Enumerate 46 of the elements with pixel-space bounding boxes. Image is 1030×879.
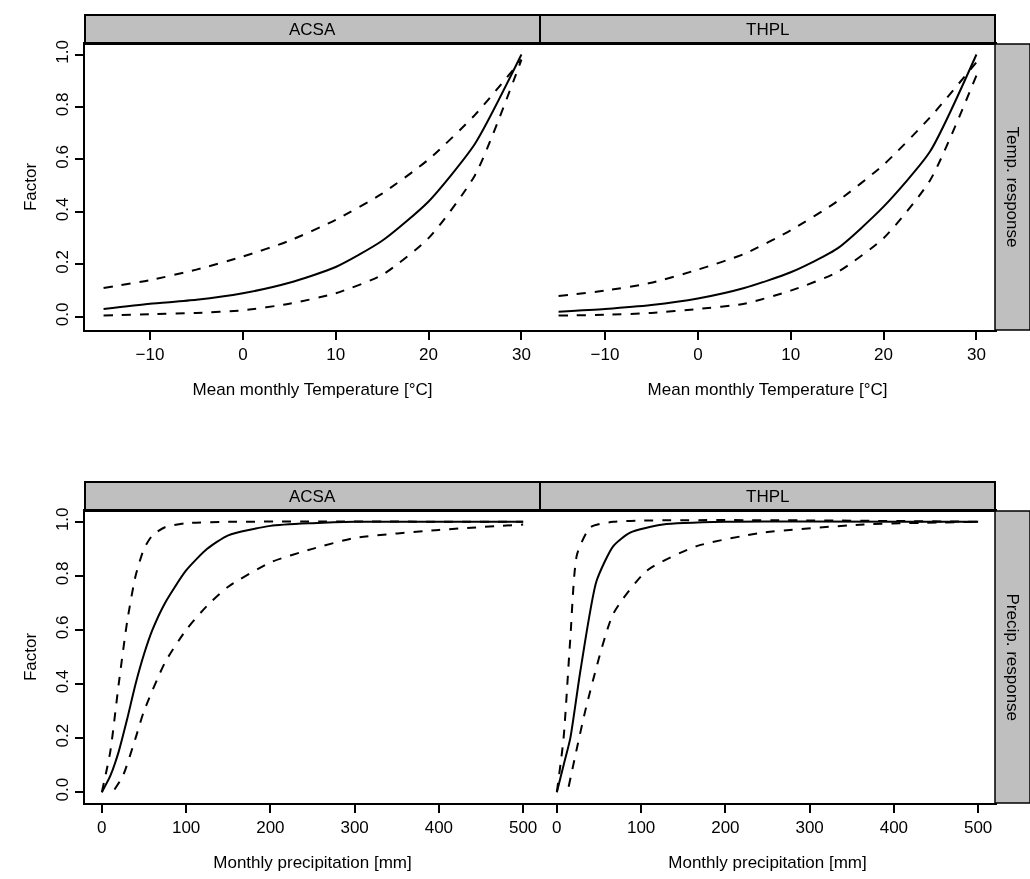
x-tick-label: 20 [419,345,439,365]
x-axis-title: Monthly precipitation [mm] [668,853,867,873]
x-tick-label: 10 [781,345,801,365]
chart-title: ACSA [289,487,336,506]
chart-title: ACSA [289,20,336,39]
chart-title: THPL [746,487,790,506]
x-tick-label: −10 [590,345,620,365]
x-tick-label: 100 [171,818,201,838]
x-tick-label: 0 [238,345,248,365]
y-tick-label: 0.0 [53,302,73,327]
y-axis-title: Factor [21,632,41,682]
text: Precip. response [1002,593,1022,722]
y-axis-title: Factor [21,162,41,212]
y-tick-label: 0.6 [53,145,73,169]
y-tick-label: 0.8 [53,92,73,117]
x-tick-label: 300 [795,818,824,838]
x-tick-label: 30 [966,345,986,365]
x-tick-label: 300 [340,818,369,838]
x-axis-title: Mean monthly Temperature [°C] [647,380,888,400]
x-tick-label: 100 [626,818,656,838]
x-tick-label: 500 [963,818,993,838]
x-tick-label: 500 [508,818,538,838]
x-tick-label: 200 [256,818,285,838]
x-tick-label: 0 [693,345,703,365]
y-tick-label: 0.2 [53,723,73,748]
y-tick-label: 1.0 [53,507,73,532]
x-tick-label: 200 [711,818,740,838]
x-axis-title: Monthly precipitation [mm] [213,853,412,873]
x-axis-title: Mean monthly Temperature [°C] [192,380,433,400]
chart-title: THPL [746,20,790,39]
x-tick-label: 400 [424,818,454,838]
y-tick-label: 0.8 [53,561,73,586]
y-tick-label: 0.4 [53,197,73,222]
y-tick-label: 0.0 [53,777,73,802]
x-tick-label: 30 [511,345,531,365]
text: Temp. response [1002,126,1022,248]
x-tick-label: 0 [552,818,562,838]
y-tick-label: 0.2 [53,250,73,274]
y-tick-label: 0.4 [53,669,73,694]
x-tick-label: 400 [879,818,909,838]
y-tick-label: 0.6 [53,615,73,640]
x-tick-label: 10 [326,345,346,365]
x-tick-label: −10 [135,345,165,365]
x-tick-label: 20 [874,345,894,365]
y-tick-label: 1.0 [53,40,73,64]
x-tick-label: 0 [97,818,107,838]
